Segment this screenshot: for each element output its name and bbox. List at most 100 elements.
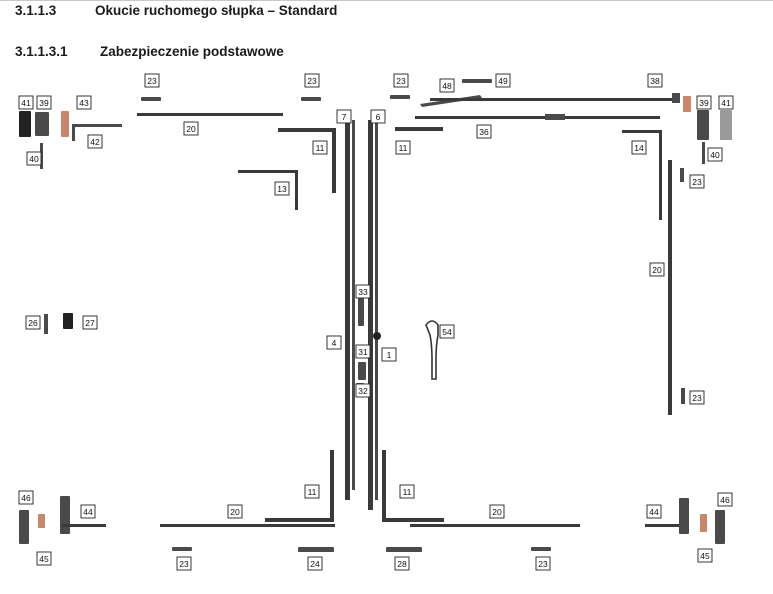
part-label-11: 11 <box>312 140 328 155</box>
part-label-box <box>355 284 371 299</box>
part-31 <box>358 362 366 380</box>
part-11-bottom-left-up <box>330 450 334 522</box>
part-label-box <box>439 78 455 93</box>
part-label-23: 23 <box>689 174 705 189</box>
part-label-text: 39 <box>39 98 49 108</box>
part-23-right-a <box>680 168 684 182</box>
part-label-text: 40 <box>710 150 720 160</box>
part-33 <box>358 298 364 326</box>
part-label-box <box>718 95 734 110</box>
subsection-heading: 3.1.1.3.1 Zabezpieczenie podstawowe <box>15 44 284 59</box>
part-4-rail <box>345 120 350 500</box>
part-label-24: 24 <box>307 556 323 571</box>
part-label-box <box>312 140 328 155</box>
part-label-40: 40 <box>26 151 42 166</box>
part-label-box <box>649 262 665 277</box>
part-label-text: 14 <box>634 143 644 153</box>
part-label-text: 33 <box>358 287 368 297</box>
part-label-text: 23 <box>179 559 189 569</box>
part-label-text: 20 <box>230 507 240 517</box>
part-label-box <box>227 504 243 519</box>
part-label-28: 28 <box>394 556 410 571</box>
part-label-box <box>304 484 320 499</box>
part-label-box <box>399 484 415 499</box>
part-label-text: 13 <box>277 184 287 194</box>
part-label-45: 45 <box>36 551 52 566</box>
part-1-gear <box>373 332 381 340</box>
part-label-text: 45 <box>39 554 49 564</box>
part-label-23: 23 <box>393 73 409 88</box>
part-label-text: 23 <box>307 76 317 86</box>
part-label-text: 11 <box>399 143 408 153</box>
part-label-text: 38 <box>650 76 660 86</box>
part-label-text: 6 <box>376 112 381 122</box>
part-11-bottom-left-arm <box>265 518 333 522</box>
part-label-text: 23 <box>147 76 157 86</box>
part-label-text: 46 <box>21 493 31 503</box>
part-44-right <box>679 498 689 534</box>
part-label-text: 44 <box>649 507 659 517</box>
part-label-box <box>393 73 409 88</box>
part-label-text: 31 <box>358 347 368 357</box>
part-label-text: 48 <box>442 81 452 91</box>
part-label-box <box>394 556 410 571</box>
part-44-right-arm <box>645 524 689 527</box>
part-label-23: 23 <box>689 390 705 405</box>
part-label-46: 46 <box>717 492 733 507</box>
part-label-box <box>76 95 92 110</box>
part-20-top-bar <box>137 113 283 116</box>
part-label-11: 11 <box>304 484 320 499</box>
part-label-11: 11 <box>399 484 415 499</box>
part-46-left <box>19 510 29 544</box>
part-label-box <box>355 344 371 359</box>
part-label-text: 45 <box>700 551 710 561</box>
part-11-bottom-right-arm <box>384 518 444 522</box>
part-39-left <box>35 112 49 136</box>
top-rule <box>0 0 773 1</box>
part-label-box <box>689 174 705 189</box>
part-label-text: 24 <box>310 559 320 569</box>
part-label-text: 1 <box>387 350 392 360</box>
part-label-33: 33 <box>355 284 371 299</box>
part-6-rail <box>368 120 373 510</box>
part-20-bottom-right-bar <box>410 524 580 527</box>
section-title: Okucie ruchomego słupka – Standard <box>95 3 338 18</box>
part-11-bottom-right-up <box>382 450 386 522</box>
part-40-left <box>40 143 43 169</box>
part-38-end <box>672 93 680 103</box>
part-36-bar <box>415 116 660 119</box>
part-label-text: 54 <box>442 327 452 337</box>
section-number: 3.1.1.3 <box>15 3 57 18</box>
part-label-text: 7 <box>342 112 347 122</box>
part-28 <box>386 547 422 552</box>
part-45-right-copper <box>700 514 707 532</box>
part-39-right-copper <box>683 96 691 112</box>
part-label-text: 40 <box>29 154 39 164</box>
part-23-bottom-a <box>172 547 192 551</box>
part-label-27: 27 <box>82 315 98 330</box>
subsection-title: Zabezpieczenie podstawowe <box>100 44 284 59</box>
part-23-bottom-b <box>531 547 551 551</box>
part-label-box <box>183 121 199 136</box>
part-label-7: 7 <box>336 109 352 124</box>
part-label-box <box>176 556 192 571</box>
part-label-text: 44 <box>83 507 93 517</box>
part-label-box <box>144 73 160 88</box>
part-label-42: 42 <box>87 134 103 149</box>
part-label-text: 27 <box>85 318 95 328</box>
part-label-11: 11 <box>395 140 411 155</box>
part-label-text: 11 <box>403 487 412 497</box>
part-label-box <box>370 109 386 124</box>
part-label-31: 31 <box>355 344 371 359</box>
part-label-box <box>717 492 733 507</box>
part-label-text: 41 <box>21 98 31 108</box>
part-label-26: 26 <box>25 315 41 330</box>
part-label-text: 32 <box>358 386 368 396</box>
part-27 <box>63 313 73 329</box>
part-label-box <box>336 109 352 124</box>
part-label-box <box>80 504 96 519</box>
subsection-number: 3.1.1.3.1 <box>15 44 68 59</box>
part-label-41: 41 <box>18 95 34 110</box>
part-label-box <box>87 134 103 149</box>
part-label-text: 23 <box>396 76 406 86</box>
